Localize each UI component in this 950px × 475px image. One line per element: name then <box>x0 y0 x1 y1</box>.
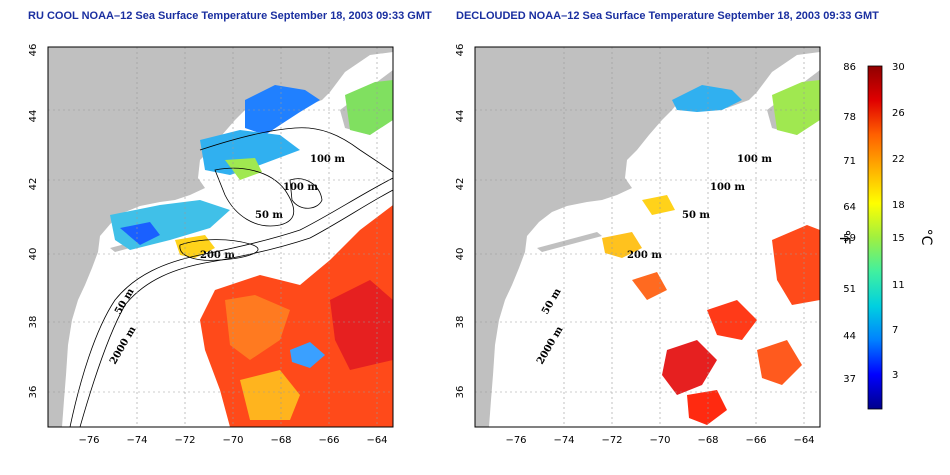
lon-tick-label: −64 <box>366 435 387 446</box>
celsius-tick: 18 <box>892 200 905 211</box>
contour-label: 100 m <box>737 154 772 165</box>
celsius-scale: 30 26 22 18 15 11 7 3 <box>892 62 905 381</box>
sst-warm-patch <box>707 300 757 340</box>
lon-tick-label: −76 <box>505 435 526 446</box>
contour-label: 100 m <box>283 182 318 193</box>
sst-cold-patch <box>120 222 160 245</box>
celsius-tick: 11 <box>892 280 905 291</box>
sst-warm-patch <box>642 195 675 215</box>
island <box>537 232 602 252</box>
celsius-tick: 15 <box>892 233 905 244</box>
lon-tick-label: −70 <box>222 435 243 446</box>
lon-axis: −76 −74 −72 −70 −68 −66 −64 <box>505 435 814 446</box>
fahrenheit-label: °F <box>836 229 852 244</box>
sst-cold-shelf <box>245 85 320 135</box>
contour-label: 100 m <box>710 182 745 193</box>
land-mass <box>48 47 393 427</box>
lon-tick-label: −74 <box>553 435 574 446</box>
sst-cool-shelf <box>200 130 300 175</box>
map-gridlines <box>475 47 820 427</box>
lon-tick-label: −76 <box>78 435 99 446</box>
contour-label: 200 m <box>200 250 235 261</box>
lat-tick-label: 44 <box>455 110 466 123</box>
sst-mild-patch <box>345 80 393 135</box>
lat-tick-label: 36 <box>455 386 466 399</box>
lat-axis: 36 38 40 42 44 46 <box>455 44 466 399</box>
fahrenheit-tick: 78 <box>843 112 856 123</box>
sst-cool-shelf <box>672 85 742 112</box>
lat-tick-label: 38 <box>455 316 466 329</box>
fahrenheit-tick: 64 <box>843 202 856 213</box>
celsius-label: °C <box>918 229 934 246</box>
lat-tick-label: 36 <box>28 386 39 399</box>
right-panel-title: DECLOUDED NOAA–12 Sea Surface Temperatur… <box>456 10 879 22</box>
lon-tick-label: −66 <box>318 435 339 446</box>
celsius-tick: 26 <box>892 108 905 119</box>
sst-cool-patch <box>290 342 325 368</box>
left-panel-title: RU COOL NOAA–12 Sea Surface Temperature … <box>28 10 432 22</box>
lon-axis: −76 −74 −72 −70 −68 −66 −64 <box>78 435 387 446</box>
fahrenheit-tick: 44 <box>843 331 856 342</box>
lat-tick-label: 38 <box>28 316 39 329</box>
lon-tick-label: −64 <box>793 435 814 446</box>
fahrenheit-tick: 51 <box>843 284 856 295</box>
lat-tick-label: 40 <box>455 248 466 261</box>
contour-label: 100 m <box>310 154 345 165</box>
sst-warm-region <box>772 225 820 305</box>
lat-tick-label: 44 <box>28 110 39 123</box>
fahrenheit-tick: 86 <box>843 62 856 73</box>
lon-tick-label: −66 <box>745 435 766 446</box>
contour-label: 200 m <box>627 250 662 261</box>
celsius-tick: 7 <box>892 325 898 336</box>
left-map-panel: 100 m 100 m 50 m 200 m 50 m 2000 m −76 −… <box>28 44 394 446</box>
sst-warm-patch <box>757 340 802 385</box>
lon-tick-label: −68 <box>270 435 291 446</box>
fahrenheit-tick: 37 <box>843 374 856 385</box>
sst-hot-patch <box>662 340 717 395</box>
map-frame <box>474 46 821 428</box>
lon-tick-label: −72 <box>174 435 195 446</box>
lat-tick-label: 46 <box>455 44 466 57</box>
lat-tick-label: 46 <box>28 44 39 57</box>
lat-tick-label: 42 <box>455 178 466 191</box>
fahrenheit-tick: 71 <box>843 156 856 167</box>
celsius-tick: 3 <box>892 370 898 381</box>
sst-warm-patch <box>687 390 727 425</box>
celsius-tick: 22 <box>892 154 905 165</box>
lat-tick-label: 40 <box>28 248 39 261</box>
lon-tick-label: −68 <box>697 435 718 446</box>
map-gridlines <box>48 47 393 427</box>
celsius-tick: 30 <box>892 62 905 73</box>
map-frame <box>47 46 394 428</box>
lat-tick-label: 42 <box>28 178 39 191</box>
sst-warm-patch <box>225 295 290 360</box>
lat-axis: 36 38 40 42 44 46 <box>28 44 39 399</box>
temperature-colorbar: 86 78 71 64 59 51 44 37 30 26 22 18 15 1… <box>836 62 934 410</box>
contour-label: 50 m <box>255 210 283 221</box>
sst-warm-patch <box>632 272 667 300</box>
sst-warm-region <box>200 205 393 427</box>
lon-tick-label: −70 <box>649 435 670 446</box>
fahrenheit-tick: 59 <box>843 233 856 244</box>
right-map-panel: 100 m 100 m 50 m 200 m 50 m 2000 m −76 −… <box>455 44 821 446</box>
lon-tick-label: −74 <box>126 435 147 446</box>
sst-mild-patch <box>772 80 820 135</box>
lon-tick-label: −72 <box>601 435 622 446</box>
bathymetry-contours <box>69 127 393 427</box>
contour-label: 50 m <box>682 210 710 221</box>
colorbar-gradient <box>867 65 883 410</box>
land-mass <box>475 47 820 427</box>
fahrenheit-scale: 86 78 71 64 59 51 44 37 <box>843 62 856 385</box>
sst-warm-patch <box>240 370 300 420</box>
